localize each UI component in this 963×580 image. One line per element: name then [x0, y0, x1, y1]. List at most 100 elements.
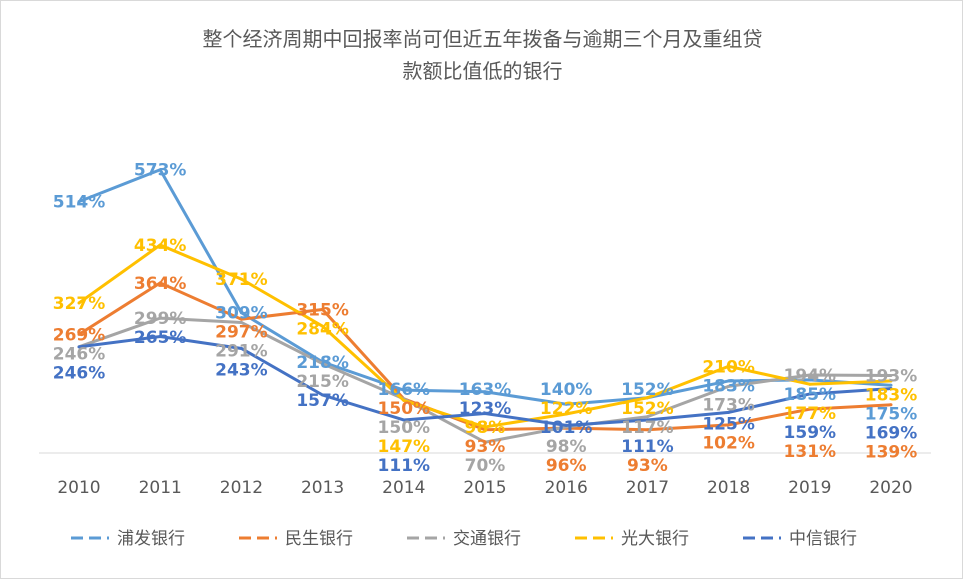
data-label: 573%	[134, 161, 187, 181]
data-label: 185%	[784, 385, 837, 405]
data-label: 131%	[784, 442, 837, 462]
data-point	[564, 412, 568, 416]
data-label: 173%	[702, 395, 755, 415]
data-label: 98%	[465, 418, 506, 438]
data-label: 269%	[53, 325, 106, 345]
data-label: 309%	[215, 304, 268, 324]
data-point	[808, 392, 812, 396]
data-point	[889, 403, 893, 407]
data-label: 139%	[865, 443, 918, 463]
data-label: 98%	[546, 437, 587, 457]
data-point	[889, 379, 893, 383]
chart-title: 整个经济周期中回报率尚可但近五年拨备与逾期三个月及重组贷 款额比值低的银行	[1, 23, 963, 87]
data-point	[645, 418, 649, 422]
data-label: 371%	[215, 270, 268, 290]
legend-label: 中信银行	[789, 529, 857, 549]
x-tick-label: 2016	[545, 478, 588, 498]
data-point	[564, 423, 568, 427]
data-label: 150%	[378, 418, 431, 438]
data-point	[483, 428, 487, 432]
chart-title-line-1: 整个经济周期中回报率尚可但近五年拨备与逾期三个月及重组贷	[202, 27, 763, 51]
data-point	[321, 362, 325, 366]
data-label: 152%	[621, 399, 674, 419]
data-label: 193%	[865, 367, 918, 387]
data-point	[808, 407, 812, 411]
data-point	[645, 428, 649, 432]
data-label: 246%	[53, 363, 106, 383]
data-point	[727, 379, 731, 383]
data-point	[239, 277, 243, 281]
data-point	[402, 418, 406, 422]
data-point	[727, 364, 731, 368]
data-point	[727, 423, 731, 427]
legend-label: 光大银行	[621, 529, 689, 549]
x-tick-label: 2011	[139, 478, 182, 498]
data-point	[239, 311, 243, 315]
data-label: 157%	[296, 391, 349, 411]
legend-label: 交通银行	[453, 529, 521, 549]
data-point	[158, 281, 162, 285]
data-point	[483, 390, 487, 394]
data-label: 299%	[134, 309, 187, 329]
data-label: 265%	[134, 328, 187, 348]
data-point	[158, 243, 162, 247]
data-point	[808, 378, 812, 382]
x-tick-label: 2019	[788, 478, 831, 498]
data-point	[402, 388, 406, 392]
data-label: 159%	[784, 423, 837, 443]
x-tick-label: 2013	[301, 478, 344, 498]
x-tick-label: 2010	[57, 478, 100, 498]
data-label: 177%	[784, 404, 837, 424]
x-tick-label: 2017	[626, 478, 669, 498]
chart-title-line-2: 款额比值低的银行	[402, 59, 563, 83]
data-point	[239, 317, 243, 321]
data-label: 70%	[465, 456, 506, 476]
data-point	[727, 384, 731, 388]
data-label: 152%	[621, 380, 674, 400]
data-point	[727, 410, 731, 414]
data-label: 96%	[546, 456, 587, 476]
data-label: 117%	[621, 418, 674, 438]
data-label: 163%	[459, 380, 512, 400]
data-label: 93%	[627, 456, 668, 476]
data-label: 514%	[53, 193, 106, 213]
data-point	[808, 373, 812, 377]
data-point	[889, 387, 893, 391]
data-point	[239, 320, 243, 324]
data-point	[158, 168, 162, 172]
data-label: 183%	[865, 386, 918, 406]
data-label: 140%	[540, 380, 593, 400]
data-point	[321, 307, 325, 311]
data-point	[158, 316, 162, 320]
data-label: 125%	[702, 414, 755, 434]
legend-label: 民生银行	[285, 529, 353, 549]
data-label: 315%	[296, 300, 349, 320]
data-label: 284%	[296, 319, 349, 339]
data-label: 93%	[465, 437, 506, 457]
data-label: 364%	[134, 274, 187, 294]
x-tick-label: 2012	[220, 478, 263, 498]
data-label: 215%	[296, 372, 349, 392]
data-label: 243%	[215, 361, 268, 381]
data-label: 111%	[621, 437, 674, 457]
legend-label: 浦发银行	[117, 529, 185, 549]
data-label: 291%	[215, 342, 268, 362]
data-label: 122%	[540, 399, 593, 419]
data-point	[321, 393, 325, 397]
data-point	[158, 335, 162, 339]
data-point	[321, 324, 325, 328]
data-label: 147%	[378, 437, 431, 457]
data-label: 194%	[784, 366, 837, 386]
data-point	[239, 346, 243, 350]
data-label: 434%	[134, 236, 187, 256]
data-point	[889, 374, 893, 378]
data-label: 102%	[702, 433, 755, 453]
data-label: 327%	[53, 294, 106, 314]
x-tick-label: 2015	[463, 478, 506, 498]
data-point	[77, 332, 81, 336]
data-label: 183%	[702, 376, 755, 396]
data-label: 246%	[53, 344, 106, 364]
data-point	[645, 415, 649, 419]
data-point	[645, 396, 649, 400]
